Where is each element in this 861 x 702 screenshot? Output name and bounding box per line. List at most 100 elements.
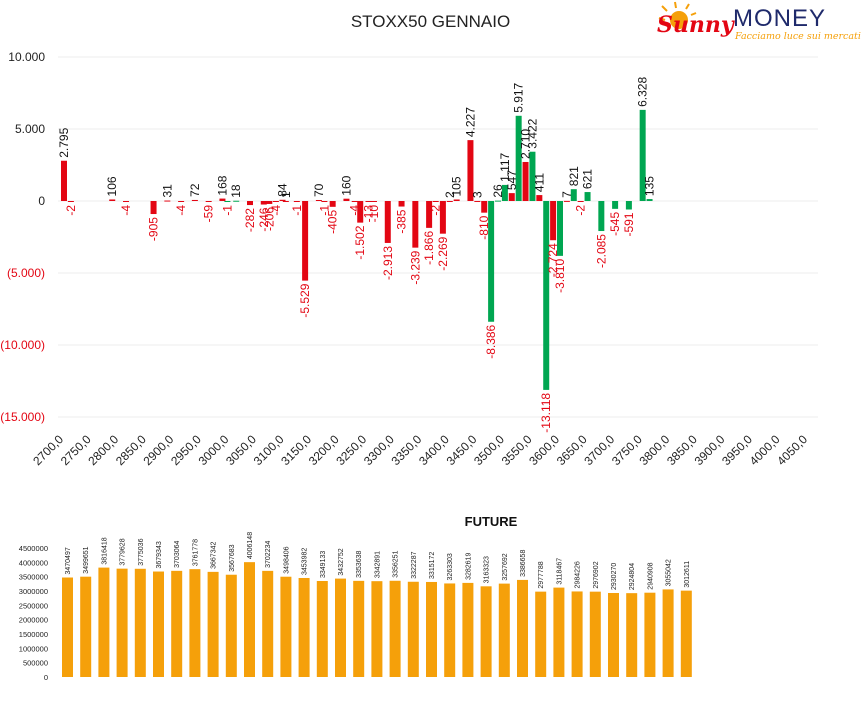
bar xyxy=(260,201,267,205)
data-label: 821 xyxy=(567,166,581,186)
bar xyxy=(282,200,289,202)
data-label: -4 xyxy=(174,205,188,216)
future-y-tick-label: 2000000 xyxy=(19,616,48,625)
future-bar xyxy=(389,580,401,677)
future-data-label: 3453982 xyxy=(302,548,309,575)
bar xyxy=(67,201,74,202)
data-label: -2.085 xyxy=(594,234,608,268)
bar xyxy=(625,201,632,210)
data-label: -905 xyxy=(147,217,161,241)
future-data-label: 3667342 xyxy=(211,542,218,569)
future-bar xyxy=(498,583,510,677)
bar xyxy=(439,201,446,234)
bar xyxy=(467,140,474,201)
future-y-tick-label: 2500000 xyxy=(19,601,48,610)
data-label: -545 xyxy=(608,212,622,236)
y-tick-label: (5.000) xyxy=(7,266,45,280)
data-label: -5.529 xyxy=(298,283,312,317)
data-label: -1.866 xyxy=(422,231,436,265)
bar xyxy=(224,201,231,202)
bar xyxy=(123,201,129,202)
future-data-label: 2924804 xyxy=(629,563,636,590)
bar xyxy=(279,199,286,201)
bar xyxy=(577,201,584,202)
data-label: -1 xyxy=(290,205,304,216)
future-bar xyxy=(207,571,219,677)
logo-sunny-text: Sunny xyxy=(657,12,736,38)
bar xyxy=(584,192,591,201)
future-bar xyxy=(62,577,73,677)
future-data-label: 2930270 xyxy=(611,563,618,590)
future-bar xyxy=(153,571,164,677)
data-label: 160 xyxy=(339,175,353,195)
future-data-label: 3012611 xyxy=(684,561,691,588)
bar xyxy=(329,201,336,207)
bar xyxy=(557,201,563,256)
future-y-tick-label: 3000000 xyxy=(19,587,48,596)
y-tick-label: 5.000 xyxy=(15,122,45,136)
bar xyxy=(357,201,364,223)
future-data-label: 2940908 xyxy=(647,562,654,589)
future-data-label: 4006148 xyxy=(247,532,254,559)
data-label: -405 xyxy=(326,210,340,234)
data-label: -2.913 xyxy=(381,246,395,280)
future-data-label: 3315172 xyxy=(429,552,436,579)
data-label: 18 xyxy=(229,184,243,198)
y-tick-label: (10.000) xyxy=(0,338,45,352)
bar xyxy=(453,199,460,201)
future-data-label: 3702234 xyxy=(265,541,272,568)
bar xyxy=(371,201,377,202)
data-label: -10 xyxy=(367,205,381,223)
future-data-label: 3779628 xyxy=(120,538,127,565)
data-label: 621 xyxy=(581,169,595,189)
y-tick-label: (15.000) xyxy=(0,410,45,424)
future-bar xyxy=(407,581,419,677)
future-bar xyxy=(80,576,92,677)
data-label: 1 xyxy=(279,191,293,198)
sun-icon xyxy=(658,1,697,29)
bar xyxy=(398,201,405,207)
bar xyxy=(563,200,570,202)
data-label: 1.117 xyxy=(498,152,512,181)
future-bar xyxy=(480,586,492,677)
future-bar xyxy=(298,577,310,677)
bar xyxy=(612,201,619,209)
future-data-label: 3499651 xyxy=(83,546,90,573)
future-y-tick-label: 1000000 xyxy=(19,644,48,653)
data-label: -385 xyxy=(395,209,409,233)
future-bar xyxy=(626,593,638,677)
bar xyxy=(536,195,543,201)
bar xyxy=(272,201,279,202)
bar xyxy=(543,201,550,390)
data-label: -246 xyxy=(257,207,271,231)
data-label: -4 xyxy=(348,205,362,216)
future-bar xyxy=(280,576,292,677)
future-title: FUTURE xyxy=(465,514,518,529)
data-label: -13.118 xyxy=(539,393,553,433)
future-y-tick-label: 3500000 xyxy=(19,573,48,582)
bar xyxy=(315,199,322,201)
future-bar xyxy=(608,592,619,677)
data-label: -1.502 xyxy=(353,225,367,259)
data-label: -4 xyxy=(269,205,283,216)
future-data-label: 3386658 xyxy=(520,550,527,577)
future-bar xyxy=(116,568,128,677)
future-bar xyxy=(244,562,255,677)
data-label: -4 xyxy=(119,205,133,216)
bar xyxy=(247,201,253,206)
data-label: -3.810 xyxy=(553,259,567,293)
future-data-label: 3163323 xyxy=(484,556,491,583)
future-data-label: 3775036 xyxy=(138,538,145,565)
future-data-label: 3263303 xyxy=(447,553,454,580)
future-data-label: 3356251 xyxy=(393,550,400,577)
future-y-tick-label: 4000000 xyxy=(19,558,48,567)
future-y-tick-label: 0 xyxy=(44,673,48,682)
future-bar xyxy=(462,582,474,677)
data-label: 70 xyxy=(312,183,326,197)
data-label: 2.710 xyxy=(519,129,533,159)
future-data-label: 3703064 xyxy=(174,540,181,567)
data-label: 72 xyxy=(188,183,202,197)
future-bar xyxy=(371,581,383,677)
future-bar xyxy=(316,580,328,677)
future-bar xyxy=(353,580,365,677)
